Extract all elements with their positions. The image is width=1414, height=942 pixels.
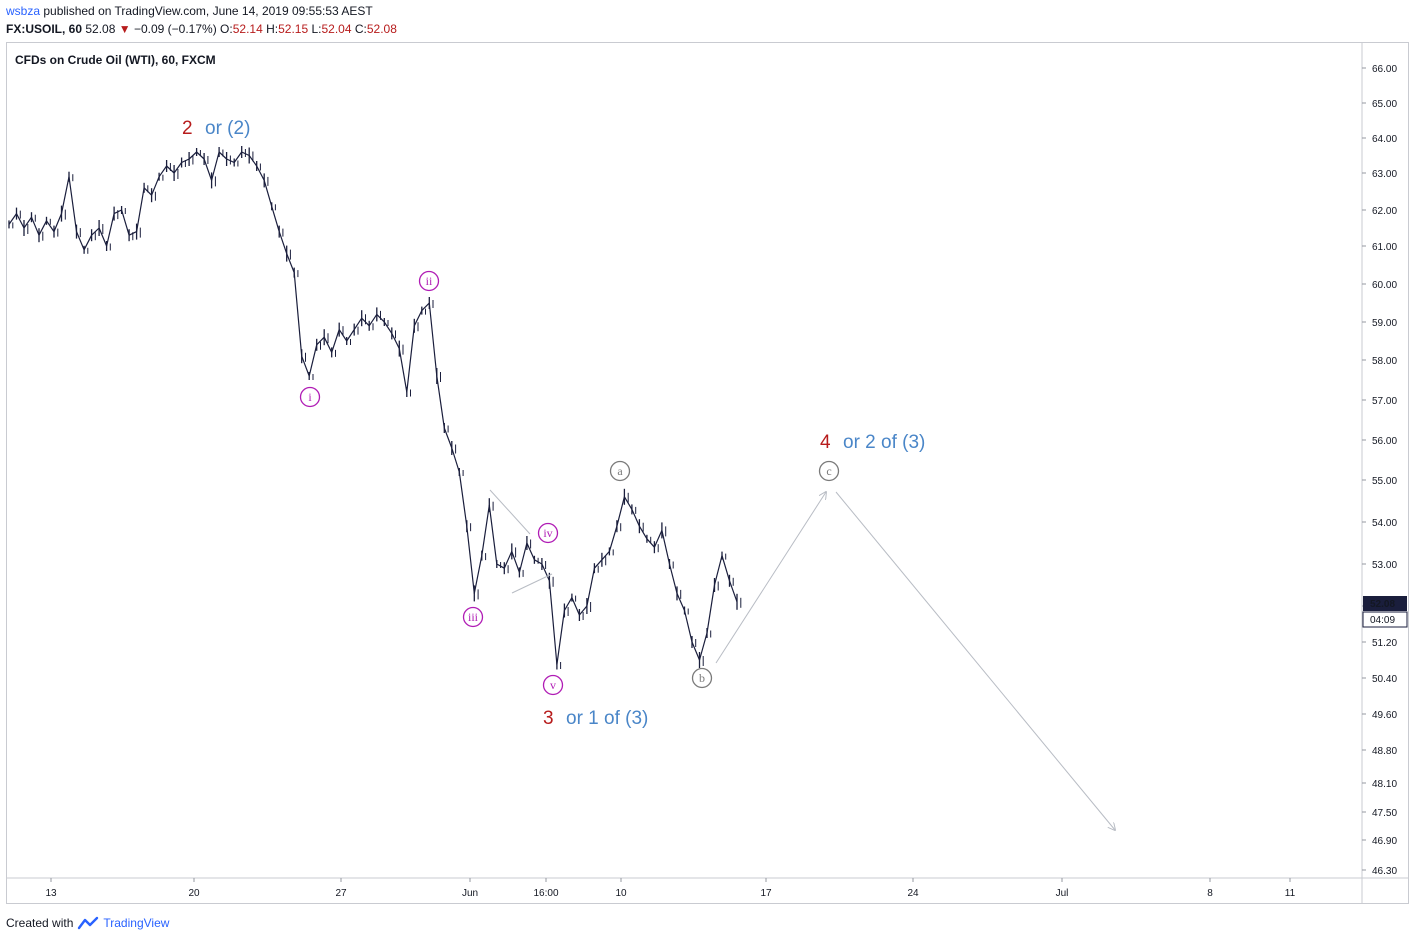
wave-4-label-number: 4 (820, 432, 831, 453)
wave-labels: 2 or (2)3 or 1 of (3)4 or 2 of (3)iiiiiiivv… (182, 118, 925, 729)
time-tick-label: 8 (1207, 888, 1213, 899)
price-line (8, 151, 738, 666)
tradingview-link[interactable]: TradingView (103, 916, 170, 930)
wave-c-circle (818, 460, 840, 482)
wave-2-label-number: 2 (182, 118, 193, 139)
price-axis[interactable]: 66.00 65.00 64.00 63.00 62.00 61.00 60.00 59.00… (1362, 64, 1397, 877)
current-price-text: 52.08 (1370, 599, 1395, 610)
wave-v-circle (542, 674, 564, 696)
price-tick-label: 59.00 (1372, 318, 1397, 329)
price-tick-label: 55.00 (1372, 476, 1397, 487)
projection-arrow-down (835, 491, 1115, 830)
open-label: O: (220, 22, 233, 36)
wave-iii-circle (462, 606, 484, 628)
time-tick-label: 24 (907, 888, 919, 899)
low-label: L: (311, 22, 322, 36)
created-with-text: Created with (6, 916, 74, 930)
price-tick-label: 54.00 (1372, 518, 1397, 529)
wave-v-text: v (550, 678, 556, 692)
last-price: 52.08 (85, 22, 116, 36)
open-value: 52.14 (232, 22, 263, 36)
wave-a-text: a (617, 464, 623, 478)
wave-ii-circle (418, 270, 440, 292)
author-link[interactable]: wsbza (6, 4, 41, 18)
current-price-tag: 52.08 04:09 (1362, 596, 1408, 628)
wave-c-text: c (826, 464, 831, 478)
price-tick-label: 46.30 (1372, 866, 1397, 877)
time-tick-label: 11 (1285, 888, 1296, 899)
price-tick-label: 58.00 (1372, 356, 1397, 367)
price-tick-label: 48.80 (1372, 746, 1397, 757)
price-series (8, 146, 742, 670)
symbol-label: FX:USOIL, 60 (6, 22, 83, 36)
current-price-box (1363, 596, 1407, 611)
wave-3-label-alternate: or 1 of (3) (566, 708, 648, 729)
price-tick-label: 63.00 (1372, 169, 1397, 180)
time-tick-label: 10 (615, 888, 627, 899)
ohlc-bar: FX:USOIL, 60 52.08 ▼ −0.09 (−0.17%) O:52… (6, 22, 397, 36)
wave-iii-text: iii (468, 610, 479, 624)
time-tick-label: 13 (45, 888, 57, 899)
wave-iv-text: iv (543, 526, 552, 540)
close-label: C: (354, 22, 367, 36)
high-label: H: (266, 22, 279, 36)
price-tick-label: 64.00 (1372, 134, 1397, 145)
price-tick-label: 46.90 (1372, 836, 1397, 847)
time-tick-label: 20 (188, 888, 200, 899)
wave-4-label-alternate: or 2 of (3) (843, 432, 925, 453)
price-tick-label: 66.00 (1372, 64, 1397, 75)
time-axis[interactable]: 13 20 27 Jun 16:00 10 17 24 Jul 8 11 (45, 878, 1296, 899)
footer: Created with TradingView (6, 916, 169, 930)
triangle-lower-line (511, 573, 553, 594)
close-value: 52.08 (366, 22, 397, 36)
tradingview-logo-icon (78, 916, 99, 930)
wave-3-label-number: 3 (543, 708, 554, 729)
wave-a-circle (609, 460, 631, 482)
wave-b-text: b (699, 671, 705, 685)
price-tick-label: 57.00 (1372, 396, 1397, 407)
wave-iv-circle (537, 522, 559, 544)
wave-2-label-alternate: or (2) (205, 118, 250, 139)
high-value: 52.15 (278, 22, 309, 36)
wave-i-text: i (308, 390, 312, 404)
wave-b-circle (691, 667, 713, 689)
price-tick-label: 61.00 (1372, 242, 1397, 253)
price-tick-label: 65.00 (1372, 99, 1397, 110)
published-text: published on TradingView.com, June 14, 2… (43, 4, 373, 18)
time-tick-label: Jul (1056, 888, 1069, 899)
projection-arrow-up (715, 492, 826, 664)
price-tick-label: 62.00 (1372, 206, 1397, 217)
down-triangle-icon: ▼ (118, 22, 131, 36)
price-tick-label: 48.10 (1372, 779, 1397, 790)
price-tick-label: 53.00 (1372, 560, 1397, 571)
price-change: −0.09 (−0.17%) (133, 22, 217, 36)
countdown-text: 04:09 (1370, 615, 1395, 626)
time-tick-label: Jun (462, 888, 478, 899)
countdown-box (1362, 611, 1408, 628)
projection-arrows (489, 489, 1115, 830)
time-tick-label: 27 (335, 888, 347, 899)
price-tick-label: 56.00 (1372, 436, 1397, 447)
time-tick-label: 17 (760, 888, 772, 899)
triangle-upper-line (489, 489, 531, 535)
time-tick-label: 16:00 (533, 888, 558, 899)
publish-info: wsbza published on TradingView.com, June… (6, 4, 373, 18)
low-value: 52.04 (321, 22, 352, 36)
chart-frame (6, 42, 1409, 904)
price-tick-label: 47.50 (1372, 808, 1397, 819)
chart-title: CFDs on Crude Oil (WTI), 60, FXCM (15, 53, 216, 67)
wave-i-circle (299, 386, 321, 408)
price-tick-label: 51.20 (1372, 638, 1397, 649)
price-tick-label: 50.40 (1372, 674, 1397, 685)
price-tick-label: 49.60 (1372, 710, 1397, 721)
price-tick-label: 60.00 (1372, 280, 1397, 291)
wave-ii-text: ii (426, 274, 433, 288)
